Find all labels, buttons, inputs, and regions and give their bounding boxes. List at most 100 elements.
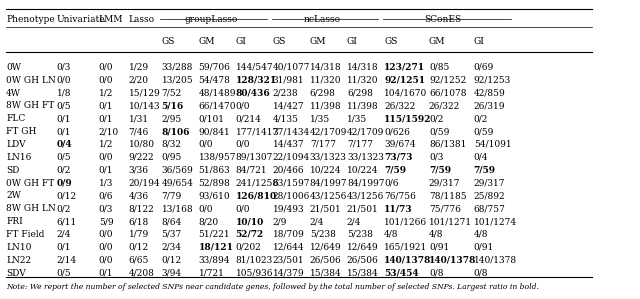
Text: 12/644: 12/644	[273, 243, 305, 252]
Text: 11/73: 11/73	[384, 204, 413, 213]
Text: 0/2: 0/2	[57, 204, 71, 213]
Text: 48/1489: 48/1489	[198, 89, 236, 97]
Text: 0/1: 0/1	[99, 166, 113, 175]
Text: 68/757: 68/757	[474, 204, 506, 213]
Text: 101/1266: 101/1266	[384, 217, 427, 226]
Text: LDV: LDV	[6, 140, 26, 149]
Text: LN10: LN10	[6, 243, 31, 252]
Text: 241/1258: 241/1258	[236, 179, 279, 187]
Text: 0/12: 0/12	[161, 256, 182, 265]
Text: 0/6: 0/6	[99, 191, 113, 200]
Text: 40/1077: 40/1077	[273, 63, 310, 72]
Text: 4W: 4W	[6, 89, 21, 97]
Text: 4/8: 4/8	[474, 230, 488, 239]
Text: 7/177: 7/177	[310, 140, 336, 149]
Text: GI: GI	[474, 37, 484, 46]
Text: 1/79: 1/79	[129, 230, 149, 239]
Text: 0/69: 0/69	[474, 63, 494, 72]
Text: 51/221: 51/221	[198, 230, 230, 239]
Text: 1/35: 1/35	[347, 114, 367, 123]
Text: 23/501: 23/501	[273, 256, 305, 265]
Text: 7/59: 7/59	[429, 166, 451, 175]
Text: 0/1: 0/1	[57, 243, 71, 252]
Text: 10/10: 10/10	[236, 217, 264, 226]
Text: 11/398: 11/398	[347, 101, 379, 110]
Text: 8/64: 8/64	[161, 217, 182, 226]
Text: 104/1670: 104/1670	[384, 89, 428, 97]
Text: 0/101: 0/101	[198, 114, 225, 123]
Text: FRI: FRI	[6, 217, 23, 226]
Text: 1/3: 1/3	[99, 179, 113, 187]
Text: 31/981: 31/981	[273, 76, 305, 85]
Text: 37/1434: 37/1434	[273, 127, 310, 136]
Text: 2/10: 2/10	[99, 127, 119, 136]
Text: 7/59: 7/59	[474, 166, 496, 175]
Text: 84/721: 84/721	[236, 166, 268, 175]
Text: 2/4: 2/4	[347, 217, 362, 226]
Text: GI: GI	[347, 37, 358, 46]
Text: 13/168: 13/168	[161, 204, 193, 213]
Text: 0/0: 0/0	[198, 204, 213, 213]
Text: 0W: 0W	[6, 63, 21, 72]
Text: 33/1323: 33/1323	[310, 153, 347, 162]
Text: 76/756: 76/756	[384, 191, 416, 200]
Text: 89/1307: 89/1307	[236, 153, 273, 162]
Text: 10/80: 10/80	[129, 140, 155, 149]
Text: 2/14: 2/14	[57, 256, 77, 265]
Text: 0/85: 0/85	[429, 63, 449, 72]
Text: FT Field: FT Field	[6, 230, 44, 239]
Text: 177/1417: 177/1417	[236, 127, 279, 136]
Text: 8/122: 8/122	[129, 204, 154, 213]
Text: 13/205: 13/205	[161, 76, 193, 85]
Text: 5/238: 5/238	[347, 230, 373, 239]
Text: 0/8: 0/8	[429, 269, 444, 277]
Text: 4/8: 4/8	[429, 230, 444, 239]
Text: 19/493: 19/493	[273, 204, 305, 213]
Text: 54/1091: 54/1091	[474, 140, 511, 149]
Text: 2/20: 2/20	[129, 76, 148, 85]
Text: 84/1997: 84/1997	[310, 179, 348, 187]
Text: 29/317: 29/317	[429, 179, 460, 187]
Text: 20/194: 20/194	[129, 179, 160, 187]
Text: GM: GM	[310, 37, 326, 46]
Text: 1/2: 1/2	[99, 140, 113, 149]
Text: 0/0: 0/0	[236, 140, 250, 149]
Text: 51/863: 51/863	[198, 166, 230, 175]
Text: 42/859: 42/859	[474, 89, 506, 97]
Text: 33/894: 33/894	[198, 256, 230, 265]
Text: 0/6: 0/6	[384, 179, 399, 187]
Text: 0/59: 0/59	[429, 127, 449, 136]
Text: 66/1470: 66/1470	[198, 101, 236, 110]
Text: 80/436: 80/436	[236, 89, 271, 97]
Text: 10/224: 10/224	[347, 166, 378, 175]
Text: 6/298: 6/298	[347, 89, 373, 97]
Text: FT GH: FT GH	[6, 127, 36, 136]
Text: 81/1023: 81/1023	[236, 256, 273, 265]
Text: 5/16: 5/16	[161, 101, 184, 110]
Text: 2/95: 2/95	[161, 114, 182, 123]
Text: 7/59: 7/59	[384, 166, 406, 175]
Text: 33/288: 33/288	[161, 63, 193, 72]
Text: 6/18: 6/18	[129, 217, 149, 226]
Text: 0/3: 0/3	[429, 153, 444, 162]
Text: 7/177: 7/177	[347, 140, 373, 149]
Text: 36/569: 36/569	[161, 166, 193, 175]
Text: 4/8: 4/8	[384, 230, 399, 239]
Text: 14/318: 14/318	[347, 63, 379, 72]
Text: 0/1: 0/1	[57, 114, 71, 123]
Text: 4/135: 4/135	[273, 114, 299, 123]
Text: 0/1: 0/1	[99, 114, 113, 123]
Text: 2/4: 2/4	[310, 217, 324, 226]
Text: 0/95: 0/95	[161, 153, 182, 162]
Text: 0/0: 0/0	[99, 63, 113, 72]
Text: 63/1597: 63/1597	[273, 179, 310, 187]
Text: 4/36: 4/36	[129, 191, 148, 200]
Text: 0W GH FT: 0W GH FT	[6, 179, 54, 187]
Text: 1/35: 1/35	[310, 114, 330, 123]
Text: 0/59: 0/59	[474, 127, 494, 136]
Text: 12/649: 12/649	[347, 243, 379, 252]
Text: 2/4: 2/4	[57, 230, 71, 239]
Text: 14/379: 14/379	[273, 269, 305, 277]
Text: 29/317: 29/317	[474, 179, 505, 187]
Text: 0W GH LN: 0W GH LN	[6, 76, 56, 85]
